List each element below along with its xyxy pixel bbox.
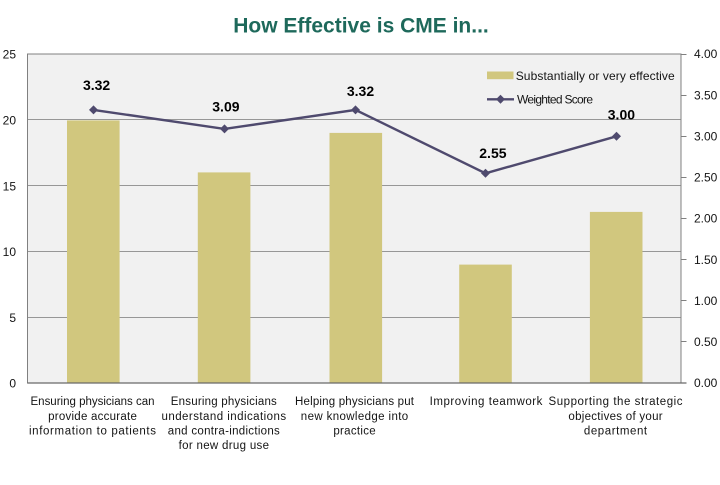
svg-text:2.50: 2.50 xyxy=(694,171,718,185)
svg-text:Ensuring physicians can: Ensuring physicians can xyxy=(31,396,155,408)
svg-text:20: 20 xyxy=(3,114,17,128)
svg-text:3.32: 3.32 xyxy=(83,77,110,93)
svg-text:and contra-indictions: and contra-indictions xyxy=(168,425,280,437)
svg-text:How Effective is CME in...: How Effective is CME in... xyxy=(233,15,489,38)
svg-text:5: 5 xyxy=(9,311,16,325)
svg-text:department: department xyxy=(584,425,648,437)
svg-text:practice: practice xyxy=(333,425,375,437)
svg-text:Helping physicians put: Helping physicians put xyxy=(295,396,415,408)
svg-text:provide accurate: provide accurate xyxy=(48,411,137,423)
svg-text:15: 15 xyxy=(3,179,17,193)
svg-text:3.09: 3.09 xyxy=(212,98,239,114)
svg-text:3.32: 3.32 xyxy=(347,83,374,99)
svg-text:4.00: 4.00 xyxy=(694,47,718,61)
svg-text:Supporting the strategic: Supporting the strategic xyxy=(549,396,683,408)
svg-text:Improving teamwork: Improving teamwork xyxy=(430,396,543,408)
svg-text:3.00: 3.00 xyxy=(608,106,635,122)
svg-text:Substantially or very effectiv: Substantially or very effective xyxy=(516,69,675,83)
svg-text:2.00: 2.00 xyxy=(694,212,718,226)
svg-text:1.50: 1.50 xyxy=(694,253,718,267)
svg-text:3.50: 3.50 xyxy=(694,88,718,102)
svg-text:for new drug use: for new drug use xyxy=(179,440,269,452)
svg-text:0: 0 xyxy=(9,377,16,391)
svg-text:understand indications: understand indications xyxy=(162,411,287,423)
svg-text:Ensuring physicians: Ensuring physicians xyxy=(171,396,277,408)
svg-text:Weighted Score: Weighted Score xyxy=(517,92,593,106)
svg-text:25: 25 xyxy=(3,48,17,62)
svg-text:information to patients: information to patients xyxy=(29,425,156,437)
svg-text:new knowledge into: new knowledge into xyxy=(301,411,408,423)
svg-text:10: 10 xyxy=(3,245,17,259)
svg-text:3.00: 3.00 xyxy=(694,130,718,144)
svg-text:1.00: 1.00 xyxy=(694,294,718,308)
svg-text:2.55: 2.55 xyxy=(479,145,506,161)
svg-text:objectives of your: objectives of your xyxy=(568,411,662,423)
svg-text:0.50: 0.50 xyxy=(694,335,718,349)
svg-text:0.00: 0.00 xyxy=(694,376,718,390)
